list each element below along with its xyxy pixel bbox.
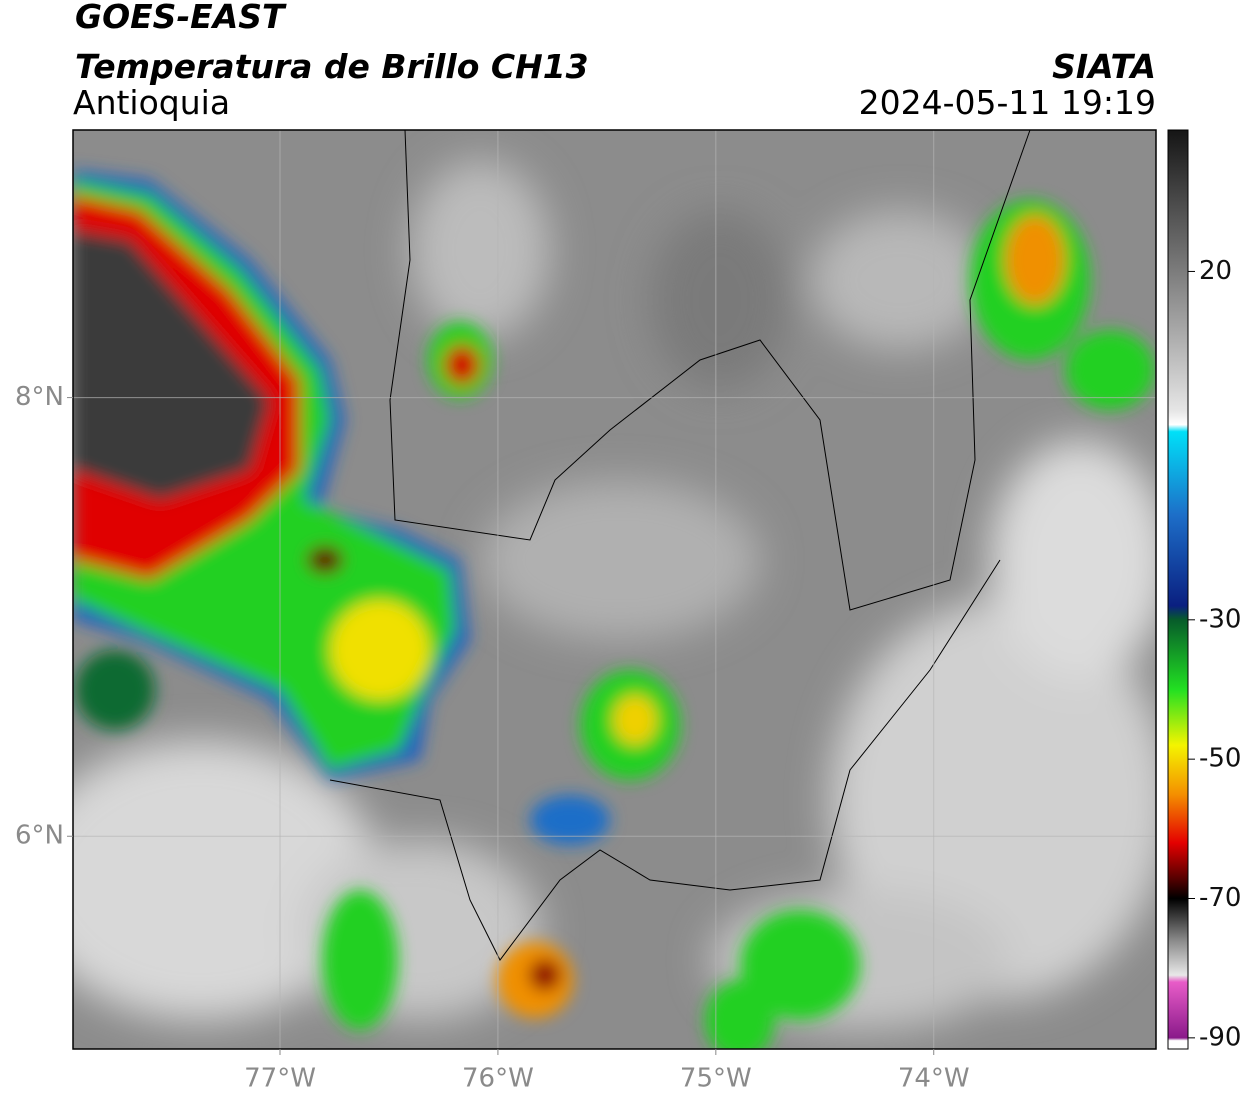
x-tick-label: 77°W [244,1064,316,1094]
graticule [73,130,1156,1049]
x-tick-label: 75°W [680,1064,752,1094]
y-tick-label: 6°N [15,821,64,851]
region-title: Antioquia [73,83,230,122]
satellite-title: GOES-EAST [75,0,287,36]
x-tick-label: 76°W [462,1064,534,1094]
y-tick-label: 8°N [15,382,64,412]
colorbar-tick-label: -30 [1199,604,1241,634]
colorbar-tick-label: -70 [1199,883,1241,913]
colorbar [1167,129,1189,1050]
colorbar-tick-label: -90 [1199,1022,1241,1052]
datetime: 2024-05-11 19:19 [859,83,1156,122]
product-title: Temperatura de Brillo CH13 [75,47,589,86]
source-title: SIATA [1052,47,1156,86]
satellite-image [73,130,1156,1049]
colorbar-tick-label: 20 [1199,256,1232,286]
colorbar-tick-label: -50 [1199,744,1241,774]
map-frame [72,129,1157,1050]
x-tick-label: 74°W [898,1064,970,1094]
